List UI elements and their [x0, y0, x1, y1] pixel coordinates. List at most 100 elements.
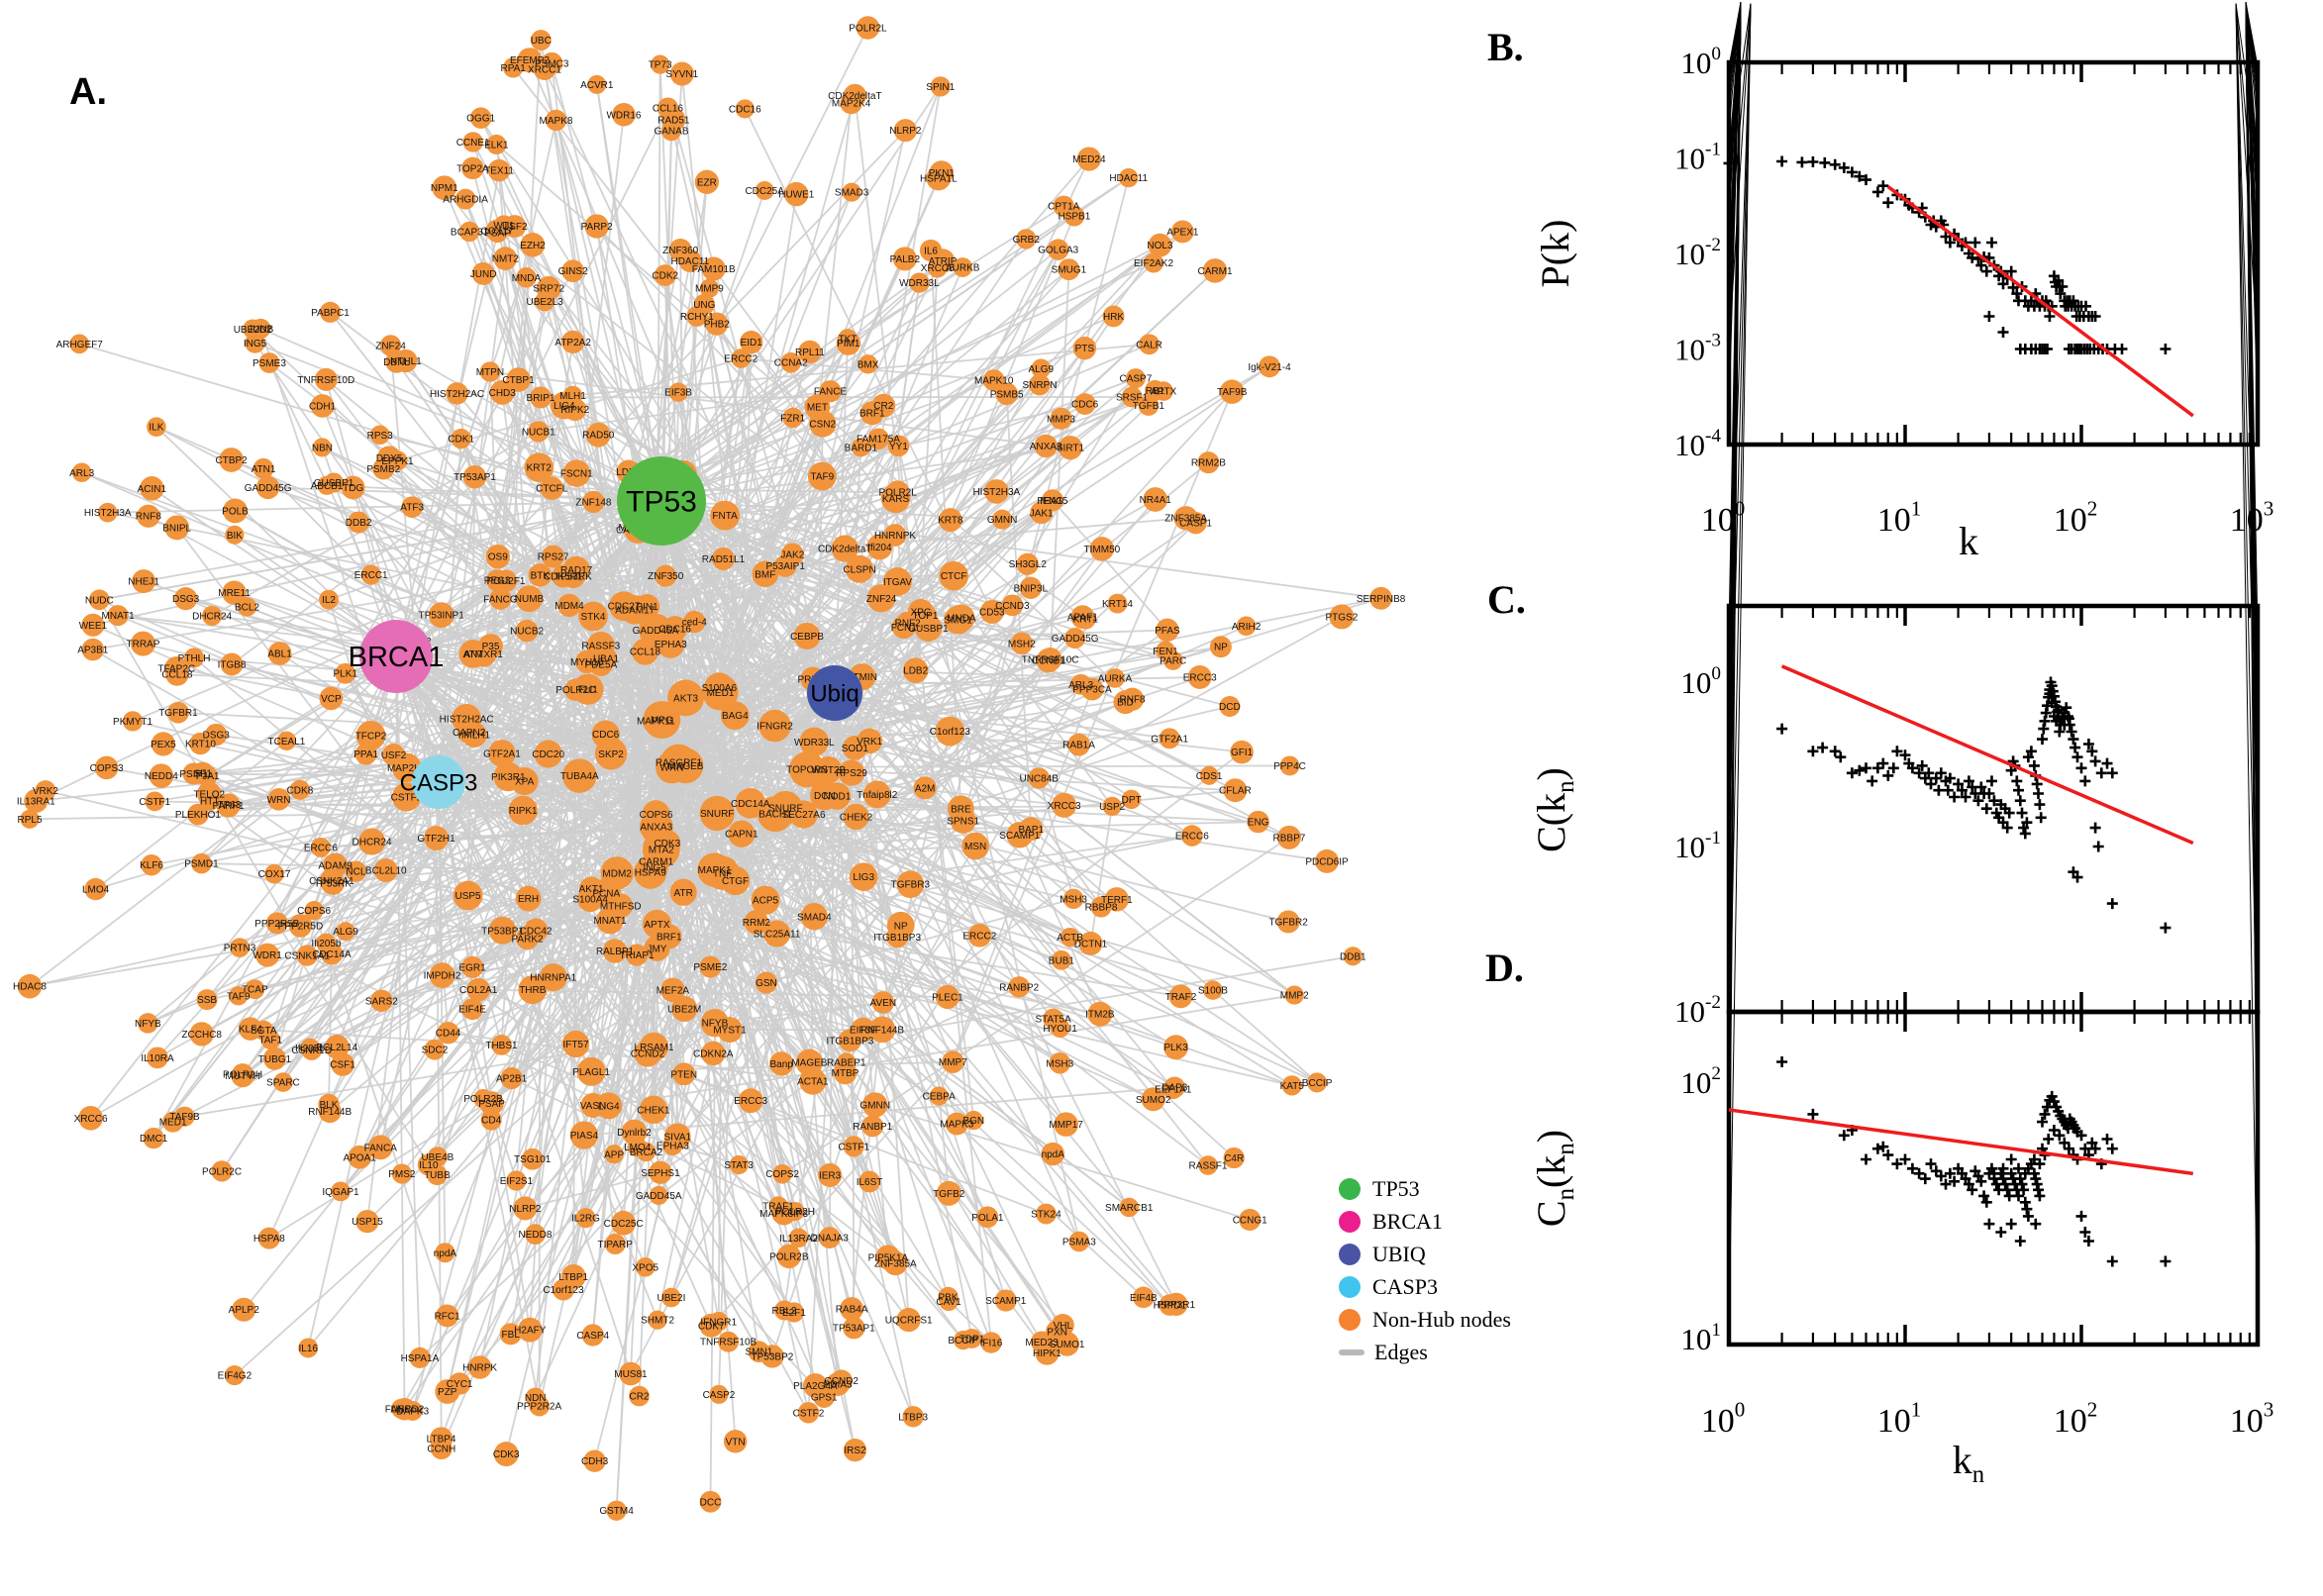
network-node[interactable]	[604, 1145, 624, 1164]
network-node[interactable]	[1223, 778, 1248, 803]
network-node[interactable]	[401, 496, 423, 518]
network-node[interactable]	[331, 1052, 354, 1076]
network-node[interactable]	[487, 158, 511, 182]
network-node[interactable]	[301, 1040, 323, 1060]
network-node[interactable]	[138, 1013, 158, 1034]
network-node[interactable]	[584, 214, 609, 239]
network-node[interactable]	[1064, 628, 1086, 649]
network-node[interactable]	[562, 758, 597, 793]
network-node[interactable]	[151, 732, 175, 756]
network-node[interactable]	[467, 1355, 492, 1379]
network-node[interactable]	[891, 615, 916, 640]
network-node[interactable]	[355, 720, 386, 750]
network-node[interactable]	[720, 865, 751, 896]
network-node[interactable]	[705, 312, 729, 336]
network-node[interactable]	[288, 914, 313, 938]
network-node[interactable]	[843, 1317, 865, 1340]
network-node[interactable]	[851, 438, 870, 457]
network-node[interactable]	[391, 1163, 412, 1184]
network-node[interactable]	[585, 422, 611, 448]
network-node[interactable]	[255, 475, 280, 500]
network-node[interactable]	[542, 545, 564, 568]
network-node[interactable]	[578, 601, 608, 632]
network-node[interactable]	[649, 1160, 672, 1184]
network-node[interactable]	[1041, 489, 1063, 512]
network-node[interactable]	[336, 922, 355, 942]
network-node[interactable]	[348, 511, 370, 534]
network-node[interactable]	[446, 382, 468, 405]
network-node[interactable]	[1163, 1035, 1189, 1060]
network-node[interactable]	[321, 871, 345, 895]
network-node[interactable]	[1058, 436, 1083, 460]
network-node[interactable]	[577, 886, 604, 913]
network-node[interactable]	[612, 102, 636, 127]
network-node[interactable]	[479, 361, 501, 382]
network-node[interactable]	[453, 880, 483, 911]
network-node[interactable]	[866, 584, 896, 613]
network-node[interactable]	[539, 963, 567, 992]
network-node[interactable]	[1143, 487, 1168, 512]
network-node[interactable]	[237, 597, 257, 617]
network-node[interactable]	[667, 679, 704, 717]
network-node[interactable]	[763, 920, 791, 948]
network-node[interactable]	[561, 330, 585, 353]
network-node[interactable]	[858, 354, 878, 374]
network-node[interactable]	[871, 393, 896, 418]
network-node[interactable]	[967, 923, 992, 948]
network-node[interactable]	[1047, 239, 1069, 260]
network-node[interactable]	[611, 1210, 636, 1236]
network-node[interactable]	[887, 435, 910, 457]
network-node[interactable]	[310, 838, 331, 857]
network-node[interactable]	[1076, 147, 1101, 171]
network-node[interactable]	[686, 305, 708, 327]
network-node[interactable]	[530, 30, 552, 51]
network-node[interactable]	[191, 852, 212, 874]
network-node[interactable]	[947, 795, 974, 823]
network-node[interactable]	[243, 319, 262, 340]
network-node[interactable]	[137, 504, 160, 528]
network-node[interactable]	[1041, 1142, 1064, 1166]
network-node[interactable]	[130, 631, 155, 656]
network-node[interactable]	[520, 233, 546, 257]
network-node[interactable]	[1219, 695, 1241, 717]
network-node[interactable]	[1276, 825, 1301, 849]
network-node[interactable]	[1315, 848, 1339, 873]
network-node[interactable]	[319, 301, 342, 323]
network-node[interactable]	[984, 479, 1009, 504]
network-node[interactable]	[1219, 379, 1245, 404]
network-node[interactable]	[569, 1121, 599, 1149]
network-node[interactable]	[735, 99, 755, 119]
network-node[interactable]	[963, 1110, 983, 1131]
network-node[interactable]	[843, 803, 869, 831]
network-node[interactable]	[358, 828, 386, 855]
network-node[interactable]	[267, 642, 292, 665]
network-node[interactable]	[348, 1145, 372, 1169]
network-node[interactable]	[1259, 355, 1280, 378]
network-node[interactable]	[1072, 336, 1097, 360]
network-node[interactable]	[499, 1323, 522, 1346]
network-node[interactable]	[480, 1109, 502, 1131]
network-node[interactable]	[930, 249, 956, 273]
network-node[interactable]	[1236, 616, 1257, 637]
network-node[interactable]	[452, 704, 482, 734]
network-node[interactable]	[469, 107, 492, 129]
network-node[interactable]	[466, 977, 490, 1002]
network-node[interactable]	[793, 622, 821, 649]
network-node[interactable]	[1307, 1072, 1328, 1093]
network-node[interactable]	[81, 638, 105, 661]
network-node[interactable]	[1119, 168, 1139, 188]
network-node[interactable]	[574, 649, 599, 674]
network-node[interactable]	[831, 535, 858, 562]
network-node[interactable]	[435, 1243, 455, 1263]
network-node[interactable]	[525, 1224, 546, 1246]
network-node[interactable]	[758, 709, 791, 743]
network-node[interactable]	[840, 1297, 864, 1322]
network-node[interactable]	[1016, 229, 1037, 249]
network-node[interactable]	[324, 472, 345, 493]
network-node[interactable]	[164, 515, 190, 541]
network-node[interactable]	[267, 788, 290, 811]
network-node[interactable]	[1284, 985, 1304, 1005]
network-node[interactable]	[789, 751, 826, 788]
network-node[interactable]	[1121, 789, 1142, 810]
network-node[interactable]	[862, 1092, 888, 1118]
